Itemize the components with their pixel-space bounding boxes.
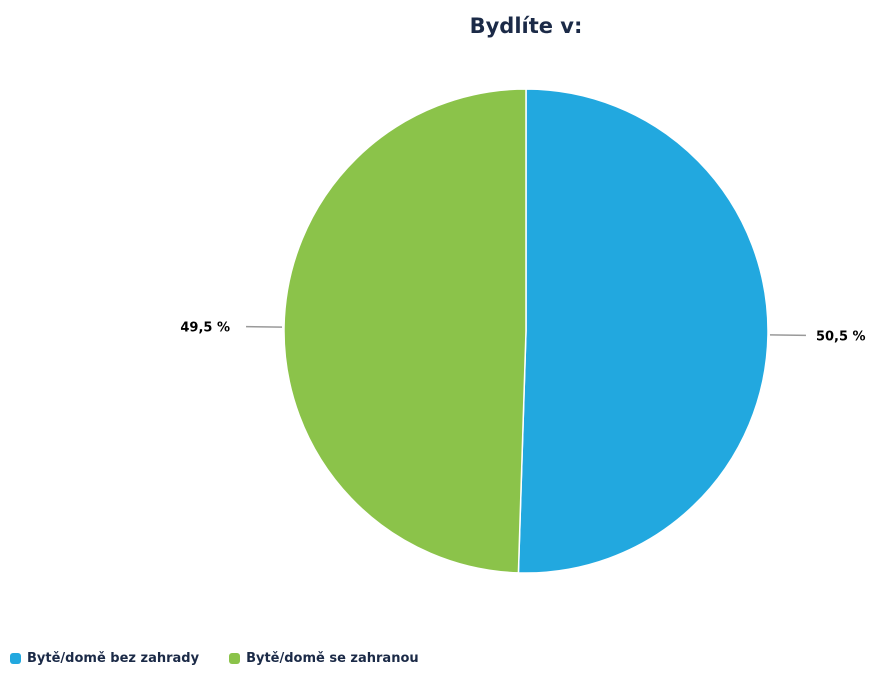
data-labels: 50,5 % 49,5 % [180,321,865,345]
legend-label-0: Bytě/domě bez zahrady [27,651,200,666]
legend-item-0[interactable]: Bytě/domě bez zahrady [10,651,199,666]
data-label-1: 49,5 % [180,321,230,336]
data-label-0: 50,5 % [816,329,866,344]
legend-swatch-1 [229,653,241,664]
legend: Bytě/domě bez zahrady Bytě/domě se zahra… [10,651,419,666]
pie-slice-0[interactable] [517,88,769,574]
pie-slices [283,88,769,574]
legend-label-1: Bytě/domě se zahranou [246,651,419,666]
label-leader-lines [246,325,806,337]
legend-item-1[interactable]: Bytě/domě se zahranou [229,651,419,666]
leader-line-0 [769,334,806,337]
chart-title: Bydlíte v: [469,14,583,38]
leader-line-1 [246,325,283,328]
pie-slice-1[interactable] [283,88,527,574]
legend-swatch-0 [10,653,21,664]
